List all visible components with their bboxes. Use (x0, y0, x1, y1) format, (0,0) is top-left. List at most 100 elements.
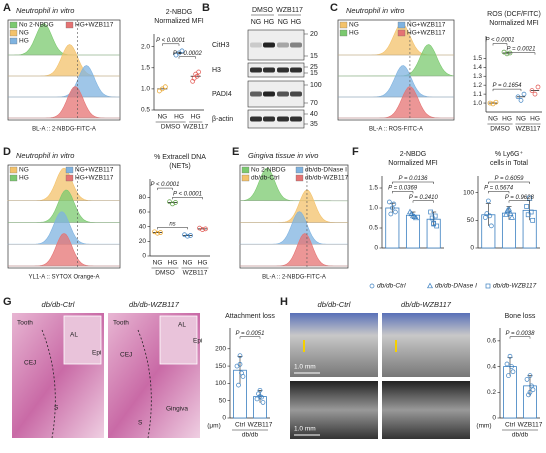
data-point (487, 100, 493, 106)
p-value: P = 0.0136 (399, 176, 429, 182)
data-point (388, 211, 394, 217)
legend-swatch (65, 174, 74, 182)
y-tick-label: 1.0 (141, 86, 150, 93)
y-tick-label: 0 (142, 253, 146, 260)
legend-swatch (9, 21, 18, 29)
y-tick-label: 0 (492, 415, 496, 422)
data-point (507, 210, 514, 216)
data-point (504, 361, 510, 367)
marker-label: 20 (310, 31, 318, 38)
legend-label: HG (19, 175, 29, 182)
legend-swatch (339, 21, 348, 29)
group-label: WZB117 (276, 7, 303, 14)
p-value: P = 0.1654 (493, 83, 523, 89)
data-point (236, 382, 241, 388)
inset (159, 315, 198, 365)
histogram (8, 233, 120, 267)
blot-band (277, 116, 289, 122)
legend-swatch (241, 174, 250, 182)
data-point (173, 52, 179, 58)
legend-label: NG (19, 167, 29, 174)
data-point (507, 50, 513, 56)
legend-swatch (9, 174, 18, 182)
data-point (234, 363, 240, 369)
data-point (527, 195, 533, 201)
panel-label: H (280, 296, 288, 308)
data-point (386, 199, 392, 205)
data-point (487, 213, 493, 219)
group-label: WZB117 (516, 126, 541, 133)
plot-frame (239, 164, 349, 269)
y-tick-label: 20 (139, 238, 147, 245)
significance-bracket (392, 191, 414, 194)
x-tick-label: NG (183, 260, 193, 267)
chart-title: 2-NBDG (400, 151, 426, 158)
p-value: P < 0.0001 (486, 38, 515, 44)
data-point (501, 49, 507, 55)
legend-label: HG+WZB117 (75, 175, 114, 182)
data-point (182, 232, 187, 238)
blot-band (263, 42, 275, 48)
image-label: S (138, 420, 143, 427)
data-point (392, 209, 398, 215)
p-value: P < 0.0001 (156, 38, 185, 44)
data-point (493, 99, 499, 105)
data-point (391, 201, 397, 207)
data-point (484, 211, 490, 217)
data-point (524, 377, 530, 382)
data-point (529, 88, 535, 93)
significance-bracket (412, 200, 434, 203)
panel-label: A (3, 2, 11, 14)
data-point (162, 84, 168, 90)
lane-label: NG (278, 19, 289, 26)
data-point (369, 283, 375, 289)
data-point (428, 209, 434, 215)
y-tick-label: 1.1 (473, 91, 482, 98)
legend-label: db/db-WZB117 (493, 283, 537, 290)
marker-label: 100 (310, 82, 322, 89)
significance-bracket (157, 227, 188, 230)
data-point (239, 370, 244, 376)
image-label: Tooth (113, 320, 129, 327)
data-point (237, 361, 243, 367)
legend-swatch (397, 21, 406, 29)
data-point (173, 200, 178, 205)
group-label: WZB117 (183, 124, 208, 131)
data-point (521, 91, 527, 97)
chart-subtitle: Normalized MFI (388, 160, 437, 167)
y-tick-label: 1.5 (473, 55, 482, 62)
x-tick-label: NG (516, 116, 526, 123)
blot-frame (247, 62, 305, 78)
marker-label: 15 (310, 70, 318, 77)
data-point (196, 69, 202, 75)
histogram (8, 44, 120, 77)
significance-bracket (157, 187, 173, 191)
p-value: ns (169, 221, 175, 227)
y-tick-label: 50 (467, 217, 475, 224)
image-label: S (54, 405, 59, 412)
p-value: P = 0.5674 (484, 185, 514, 191)
legend-label: HG (19, 38, 29, 45)
group-label: DMSO (161, 124, 181, 131)
tissue-outline (137, 329, 152, 439)
x-tick-label: Ctrl (235, 422, 246, 429)
legend-label: NG (19, 30, 29, 37)
x-axis-label: BL-A :: ROS-FITC-A (369, 127, 423, 133)
row-label: H3 (212, 67, 221, 74)
data-point (527, 389, 533, 395)
x-axis-label: BL-A :: 2-NBDG-FITC-A (32, 127, 96, 133)
blot-band (277, 42, 289, 48)
data-point (509, 364, 514, 369)
legend-label: HG (349, 30, 359, 37)
legend-swatch (65, 166, 74, 174)
panel-label: C (330, 2, 338, 14)
x-tick-label: HG (174, 114, 184, 121)
chart-subtitle: cells in Total (490, 160, 528, 167)
x-tick-label: NG (153, 260, 163, 267)
chart-subtitle: Normalized MFI (154, 18, 203, 25)
significance-bracket (172, 197, 203, 200)
group-label: DMSO (252, 7, 274, 14)
data-point (203, 226, 208, 232)
data-point (408, 210, 415, 217)
